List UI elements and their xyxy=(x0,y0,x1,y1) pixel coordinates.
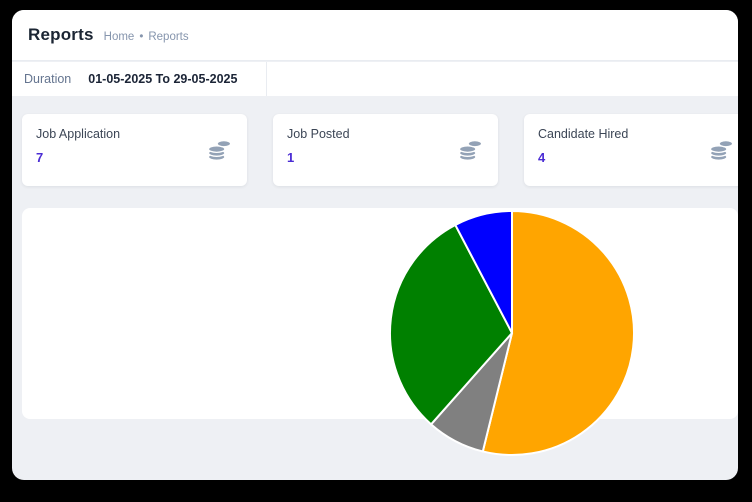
coins-stack-icon xyxy=(709,140,734,161)
stat-card-label: Job Posted xyxy=(287,127,350,141)
stat-card-value: 7 xyxy=(36,150,44,165)
stat-card-job-application: Job Application 7 xyxy=(22,114,247,186)
page-title: Reports xyxy=(28,25,94,44)
stat-card-value: 4 xyxy=(538,150,546,165)
stat-card-candidate-hired: Candidate Hired 4 xyxy=(524,114,738,186)
coins-stack-icon xyxy=(207,140,232,161)
duration-bar: Duration 01-05-2025 To 29-05-2025 xyxy=(12,62,738,96)
pie-slice[interactable] xyxy=(453,209,513,334)
breadcrumb-home-link[interactable]: Home xyxy=(103,30,135,43)
stat-card-label: Candidate Hired xyxy=(538,127,629,141)
pie-slice[interactable] xyxy=(389,223,514,426)
pie-chart[interactable] xyxy=(388,209,636,457)
stat-cards-row: Job Application 7 Job Posted 1 xyxy=(22,114,738,186)
pie-slice[interactable] xyxy=(481,209,636,456)
duration-cell: Duration 01-05-2025 To 29-05-2025 xyxy=(12,62,267,96)
coins-stack-icon xyxy=(458,140,483,161)
stat-card-label: Job Application xyxy=(36,127,121,141)
duration-label: Duration xyxy=(24,72,72,86)
stat-card-value: 1 xyxy=(287,150,295,165)
breadcrumb-current: Reports xyxy=(148,30,189,43)
stat-card-job-posted: Job Posted 1 xyxy=(273,114,498,186)
breadcrumb-separator: • xyxy=(139,30,144,43)
app-window: Reports Home • Reports Duration 01-05-20… xyxy=(12,10,738,480)
breadcrumb: Home • Reports xyxy=(104,31,189,43)
duration-range-picker[interactable]: 01-05-2025 To 29-05-2025 xyxy=(88,72,238,86)
page-header: Reports Home • Reports xyxy=(12,10,738,61)
